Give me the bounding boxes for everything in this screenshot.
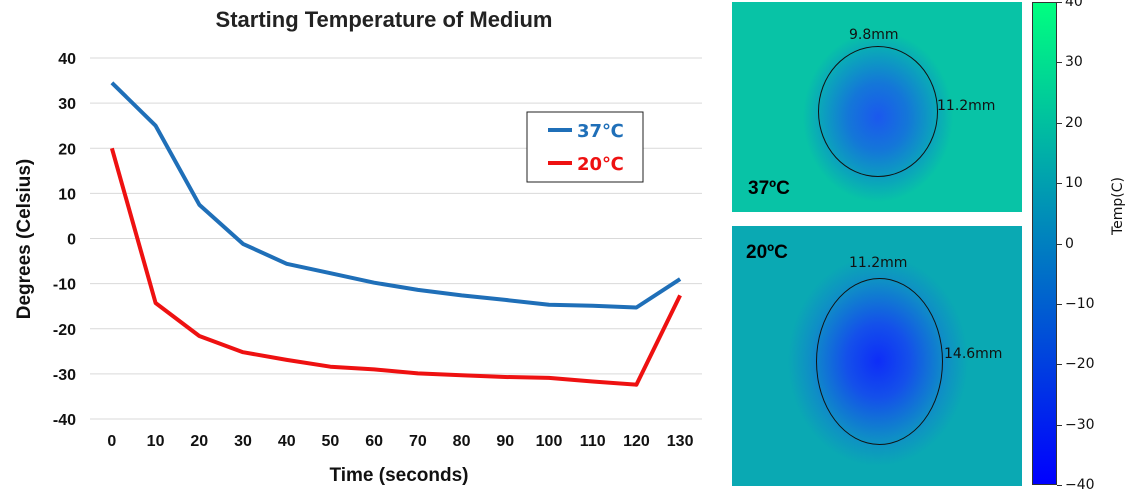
legend-label-37: 37℃ [577,121,624,142]
x-axis-label: Time (seconds) [329,465,468,486]
x-tick-label: 120 [623,433,650,450]
thermal-panel-20: 11.2mm 14.6mm 20ºC [732,226,1022,486]
x-tick-label: 90 [496,433,514,450]
colorbar-tick-label: 30 [1065,54,1083,71]
x-tick-label: 0 [107,433,116,450]
colorbar-tick [1057,243,1062,245]
y-tick-label: -30 [53,367,76,384]
y-tick-label: 10 [58,186,76,203]
x-tick-label: 40 [278,433,296,450]
y-tick-labels: -40 -30 -20 -10 0 10 20 30 40 [53,51,76,429]
colorbar-tick-label: −10 [1065,295,1095,312]
y-tick-label: -20 [53,322,76,339]
x-tick-label: 100 [536,433,563,450]
panel-label: 20ºC [746,242,788,263]
measurement-ellipse [816,278,943,445]
x-tick-label: 60 [365,433,383,450]
legend: 37℃ 20℃ [526,111,644,183]
x-tick-label: 130 [667,433,694,450]
height-dimension-label: 14.6mm [944,346,1003,362]
x-tick-label: 20 [190,433,208,450]
height-dimension-label: 11.2mm [937,98,996,114]
legend-label-20: 20℃ [577,154,624,175]
y-axis-label: Degrees (Celsius) [14,159,35,320]
colorbar-tick-label: −20 [1065,356,1095,373]
colorbar-tick [1057,303,1062,305]
colorbar-tick [1057,485,1062,486]
colorbar-tick [1057,364,1062,366]
colorbar-tick [1057,183,1062,185]
series-lines [109,81,682,387]
y-tick-label: 30 [58,96,76,113]
width-dimension-label: 11.2mm [849,255,908,271]
y-tick-label: -10 [53,277,76,294]
line-chart: Starting Temperature of Medium -40 -30 -20… [14,7,702,486]
series-line-0 [110,81,682,310]
colorbar-tick-label: 40 [1065,0,1083,10]
y-tick-label: 20 [58,141,76,158]
x-tick-label: 80 [453,433,471,450]
x-tick-label: 30 [234,433,252,450]
measurement-ellipse [818,46,938,177]
colorbar-tick-label: 10 [1065,175,1083,192]
x-tick-labels: 0 10 20 30 40 50 60 70 80 90 100 110 120 130 [107,433,693,450]
thermal-panel-37: 9.8mm 11.2mm 37ºC [732,2,1022,212]
y-tick-label: 40 [58,51,76,68]
colorbar-tick [1057,424,1062,426]
y-tick-label: 0 [67,232,76,249]
panel-label: 37ºC [748,178,790,199]
x-tick-label: 70 [409,433,427,450]
colorbar-tick [1057,62,1062,64]
colorbar-tick-label: −30 [1065,416,1095,433]
colorbar-tick-label: −40 [1065,477,1095,493]
x-tick-label: 50 [322,433,340,450]
chart-title: Starting Temperature of Medium [216,7,553,32]
x-tick-label: 110 [580,433,606,450]
colorbar-tick [1057,122,1062,124]
colorbar-tick [1057,2,1062,3]
x-tick-label: 10 [147,433,165,450]
width-dimension-label: 9.8mm [849,27,899,43]
colorbar-title: Temp(C) [1110,176,1126,235]
colorbar-tick-label: 20 [1065,114,1083,131]
colorbar-tick-label: 0 [1065,235,1074,252]
temperature-colorbar [1032,2,1057,485]
series-line-1 [109,147,682,387]
y-tick-label: -40 [53,412,76,429]
legend-box [526,111,644,183]
